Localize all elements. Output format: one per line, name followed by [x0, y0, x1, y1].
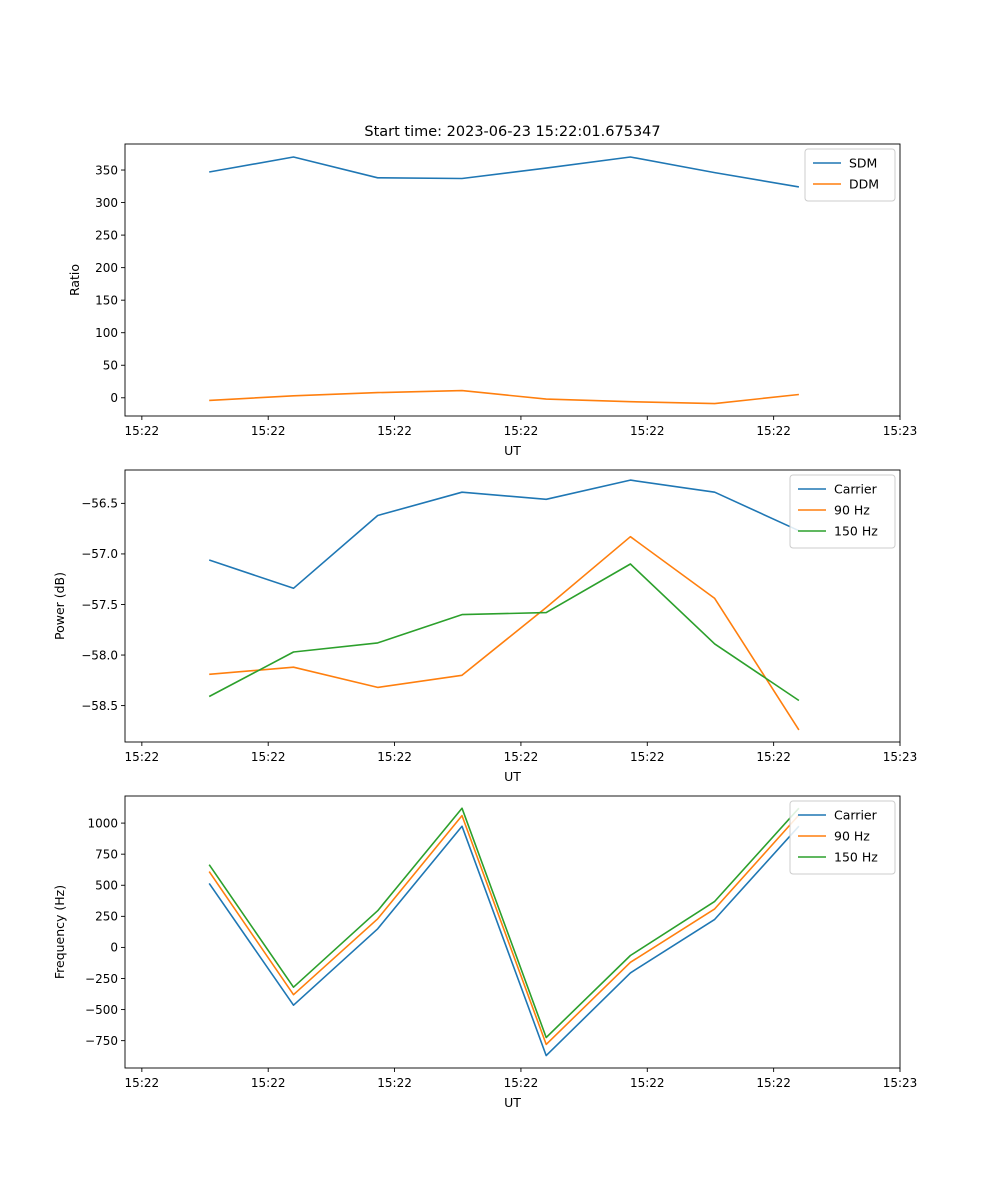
y-tick-label: 250: [95, 910, 118, 924]
y-tick-label: 750: [95, 847, 118, 861]
y-tick-label: −250: [85, 972, 118, 986]
x-tick-label: 15:22: [377, 750, 412, 764]
x-tick-label: 15:22: [125, 750, 160, 764]
legend-entry: SDM: [849, 156, 877, 171]
x-tick-label: 15:22: [377, 424, 412, 438]
x-axis-label: UT: [504, 443, 521, 458]
y-tick-label: 0: [110, 391, 118, 405]
y-tick-label: 250: [95, 228, 118, 242]
legend-entry: 90 Hz: [834, 503, 870, 518]
y-axis-label: Power (dB): [52, 572, 67, 640]
legend: Carrier 90 Hz 150 Hz: [789, 800, 896, 875]
legend-entry: Carrier: [834, 808, 878, 823]
x-axis-label: UT: [504, 769, 521, 784]
y-tick-label: −57.0: [81, 547, 118, 561]
legend-entry: 150 Hz: [834, 850, 878, 865]
y-tick-label: 200: [95, 261, 118, 275]
panel-2: 15:22 15:22 15:22 15:22 15:22 15:22 15:23 −58.5…: [52, 469, 918, 784]
y-axis-label: Frequency (Hz): [52, 885, 67, 979]
legend-entry: DDM: [849, 177, 879, 192]
y-tick-label: −750: [85, 1034, 118, 1048]
series-line-2-3: [208, 563, 800, 702]
x-tick-label: 15:22: [504, 1076, 539, 1090]
y-axis-label: Ratio: [67, 264, 82, 296]
series-line-2-1: [208, 479, 800, 590]
x-tick-label: 15:22: [756, 1076, 791, 1090]
series-line-3-3: [208, 807, 800, 1039]
legend-entry: 90 Hz: [834, 829, 870, 844]
axes-frame: [124, 143, 901, 417]
y-tick-label: 350: [95, 163, 118, 177]
figure-title: Start time: 2023-06-23 15:22:01.675347: [364, 124, 660, 140]
legend: Carrier 90 Hz 150 Hz: [789, 474, 896, 549]
legend-entry: Carrier: [834, 482, 878, 497]
y-tick-label: 0: [110, 941, 118, 955]
y-tick-label: 100: [95, 326, 118, 340]
x-tick-label: 15:22: [251, 424, 286, 438]
y-tick-label: −58.0: [81, 648, 118, 662]
x-tick-label: 15:22: [630, 1076, 665, 1090]
x-tick-label: 15:22: [377, 1076, 412, 1090]
series-line-3-1: [208, 825, 800, 1057]
legend-entry: 150 Hz: [834, 524, 878, 539]
x-tick-label: 15:22: [125, 1076, 160, 1090]
y-tick-label: 50: [103, 359, 118, 373]
panel-1: 15:22 15:22 15:22 15:22 15:22 15:22 15:23 0 50 10…: [67, 143, 918, 458]
x-tick-label: 15:22: [251, 750, 286, 764]
x-tick-label: 15:22: [125, 424, 160, 438]
x-axis-label: UT: [504, 1095, 521, 1110]
y-tick-label: −57.5: [81, 598, 118, 612]
x-tick-label: 15:22: [756, 750, 791, 764]
x-tick-label: 15:23: [883, 1076, 918, 1090]
y-tick-label: −58.5: [81, 699, 118, 713]
legend-box: [789, 800, 896, 875]
x-tick-label: 15:22: [630, 424, 665, 438]
x-tick-label: 15:22: [504, 424, 539, 438]
x-tick-label: 15:22: [630, 750, 665, 764]
y-tick-label: 150: [95, 293, 118, 307]
legend: SDM DDM: [804, 148, 896, 202]
series-line-3-2: [208, 814, 800, 1046]
axes-frame: [124, 469, 901, 743]
axes-frame: [124, 795, 901, 1069]
y-tick-label: 500: [95, 879, 118, 893]
legend-box: [789, 474, 896, 549]
legend-box: [804, 148, 896, 202]
panel-3: 15:22 15:22 15:22 15:22 15:22 15:22 15:23 −750 −…: [52, 795, 918, 1110]
x-tick-label: 15:22: [504, 750, 539, 764]
x-tick-label: 15:23: [883, 424, 918, 438]
series-line-1-2: [209, 389, 799, 405]
series-line-1-1: [209, 156, 800, 188]
y-tick-label: −500: [85, 1003, 118, 1017]
y-tick-label: −56.5: [81, 497, 118, 511]
y-tick-label: 1000: [87, 816, 118, 830]
x-tick-label: 15:22: [756, 424, 791, 438]
x-tick-label: 15:23: [883, 750, 918, 764]
series-line-2-2: [209, 535, 800, 731]
y-tick-label: 300: [95, 196, 118, 210]
x-tick-label: 15:22: [251, 1076, 286, 1090]
